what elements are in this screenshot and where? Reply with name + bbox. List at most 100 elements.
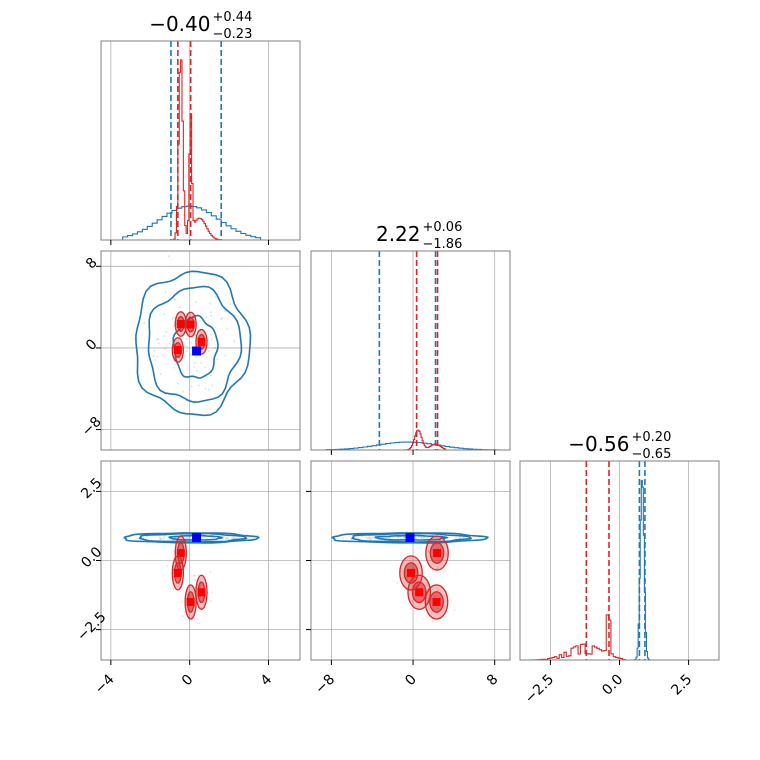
title-minus: −1.86 [423, 237, 463, 252]
sample-point-red [172, 550, 175, 553]
title-minus: −0.23 [213, 27, 253, 42]
sample-point-red [172, 324, 175, 327]
sample-point-blue [403, 536, 406, 539]
sample-point-blue [403, 536, 406, 539]
sample-point-blue [190, 385, 193, 388]
sample-point-red [210, 591, 213, 594]
sample-point-blue [153, 359, 156, 362]
sample-point-blue [162, 353, 165, 356]
sample-point-blue [145, 535, 148, 538]
sample-point-blue [182, 390, 185, 393]
sample-point-blue [193, 365, 196, 368]
x-tick-label: 4 [258, 671, 276, 689]
scatter-panel-3-2-plot-area [311, 461, 510, 660]
sample-point-blue [188, 537, 191, 540]
y-tick-label: 0 [83, 336, 101, 354]
sample-point-blue [174, 363, 177, 366]
mode-marker-red [176, 319, 185, 328]
contour-blue-1 [374, 534, 450, 541]
scatter-panel-2-1-plot-area [101, 251, 300, 450]
sample-point-blue [209, 374, 212, 377]
sample-point-blue [181, 363, 184, 366]
sample-point-blue [232, 340, 235, 343]
sample-point-red [436, 587, 439, 590]
sample-point-red [182, 615, 185, 618]
sample-point-blue [186, 345, 189, 348]
sample-point-blue [185, 537, 188, 540]
sample-point-red [183, 345, 186, 348]
scatter-panel-2-1 [100, 250, 301, 451]
sample-point-blue [229, 303, 232, 306]
sample-point-red [168, 342, 171, 345]
sample-point-blue [227, 538, 230, 541]
hist-panel-2 [310, 250, 511, 451]
sample-point-red [410, 599, 413, 602]
contour-blue-3 [331, 532, 489, 544]
sample-point-blue [195, 356, 198, 359]
x-tick-label: 8 [484, 672, 502, 690]
sample-point-blue [163, 347, 166, 350]
sample-point-red [194, 574, 197, 577]
hist-panel-2-frame [310, 250, 511, 451]
x-tick-label: −4 [92, 671, 118, 697]
mode-marker-red [186, 320, 195, 329]
panel-title-3: −0.56 +0.20 −0.65 [568, 430, 671, 462]
panel-title-1: −0.40 +0.44 −0.23 [149, 10, 252, 42]
sample-point-blue [204, 387, 207, 390]
sample-point-red [431, 620, 434, 623]
sample-point-blue [210, 333, 213, 336]
x-tick-label: 0 [402, 672, 420, 690]
sample-point-red [427, 550, 430, 553]
sample-point-red [410, 607, 413, 610]
sample-point-blue [172, 316, 175, 319]
sample-point-blue [388, 537, 391, 540]
sample-point-blue [423, 536, 426, 539]
sample-point-blue [202, 332, 205, 335]
sample-point-blue [207, 388, 210, 391]
contour-blue-2 [351, 532, 473, 543]
panel-title-2: 2.22 +0.06 −1.86 [376, 220, 462, 252]
sample-point-red [436, 566, 439, 569]
sample-point-blue [209, 311, 212, 314]
sample-point-red [453, 609, 456, 612]
sample-point-blue [372, 536, 375, 539]
sample-point-blue [366, 537, 369, 540]
sample-point-red [185, 350, 188, 353]
contour-blue-2 [138, 532, 248, 543]
truth-marker [192, 533, 202, 543]
sample-point-blue [256, 534, 259, 537]
sample-point-blue [214, 347, 217, 350]
sample-point-blue [208, 350, 211, 353]
sample-point-blue [414, 536, 417, 539]
sample-point-red [437, 589, 440, 592]
sample-point-blue [153, 350, 156, 353]
mode-marker-red [173, 568, 182, 577]
mode-marker-red [197, 588, 206, 597]
mode-marker-red [173, 345, 182, 354]
sample-point-blue [194, 361, 197, 364]
sample-point-red [186, 317, 189, 320]
sample-point-blue [420, 537, 423, 540]
sample-point-blue [417, 536, 420, 539]
sample-point-blue [194, 301, 197, 304]
title-plus: +0.20 [632, 430, 672, 445]
sample-point-blue [216, 358, 219, 361]
x-tick-label: 0.0 [599, 672, 626, 699]
hist-panel-1-bg [101, 41, 300, 240]
sample-point-blue [205, 537, 208, 540]
sample-point-red [178, 357, 181, 360]
sample-point-red [190, 342, 193, 345]
sample-point-blue [186, 536, 189, 539]
hist-panel-2-plot-area [325, 251, 501, 450]
sample-point-blue [231, 537, 234, 540]
hist-panel-3 [519, 460, 720, 661]
sample-point-blue [158, 536, 161, 539]
sample-point-red [427, 549, 430, 552]
sample-point-blue [197, 384, 200, 387]
sample-point-blue [225, 537, 228, 540]
sample-point-blue [422, 536, 425, 539]
mode-marker-red [407, 568, 416, 577]
sample-point-red [209, 570, 212, 573]
sample-point-red [402, 576, 405, 579]
